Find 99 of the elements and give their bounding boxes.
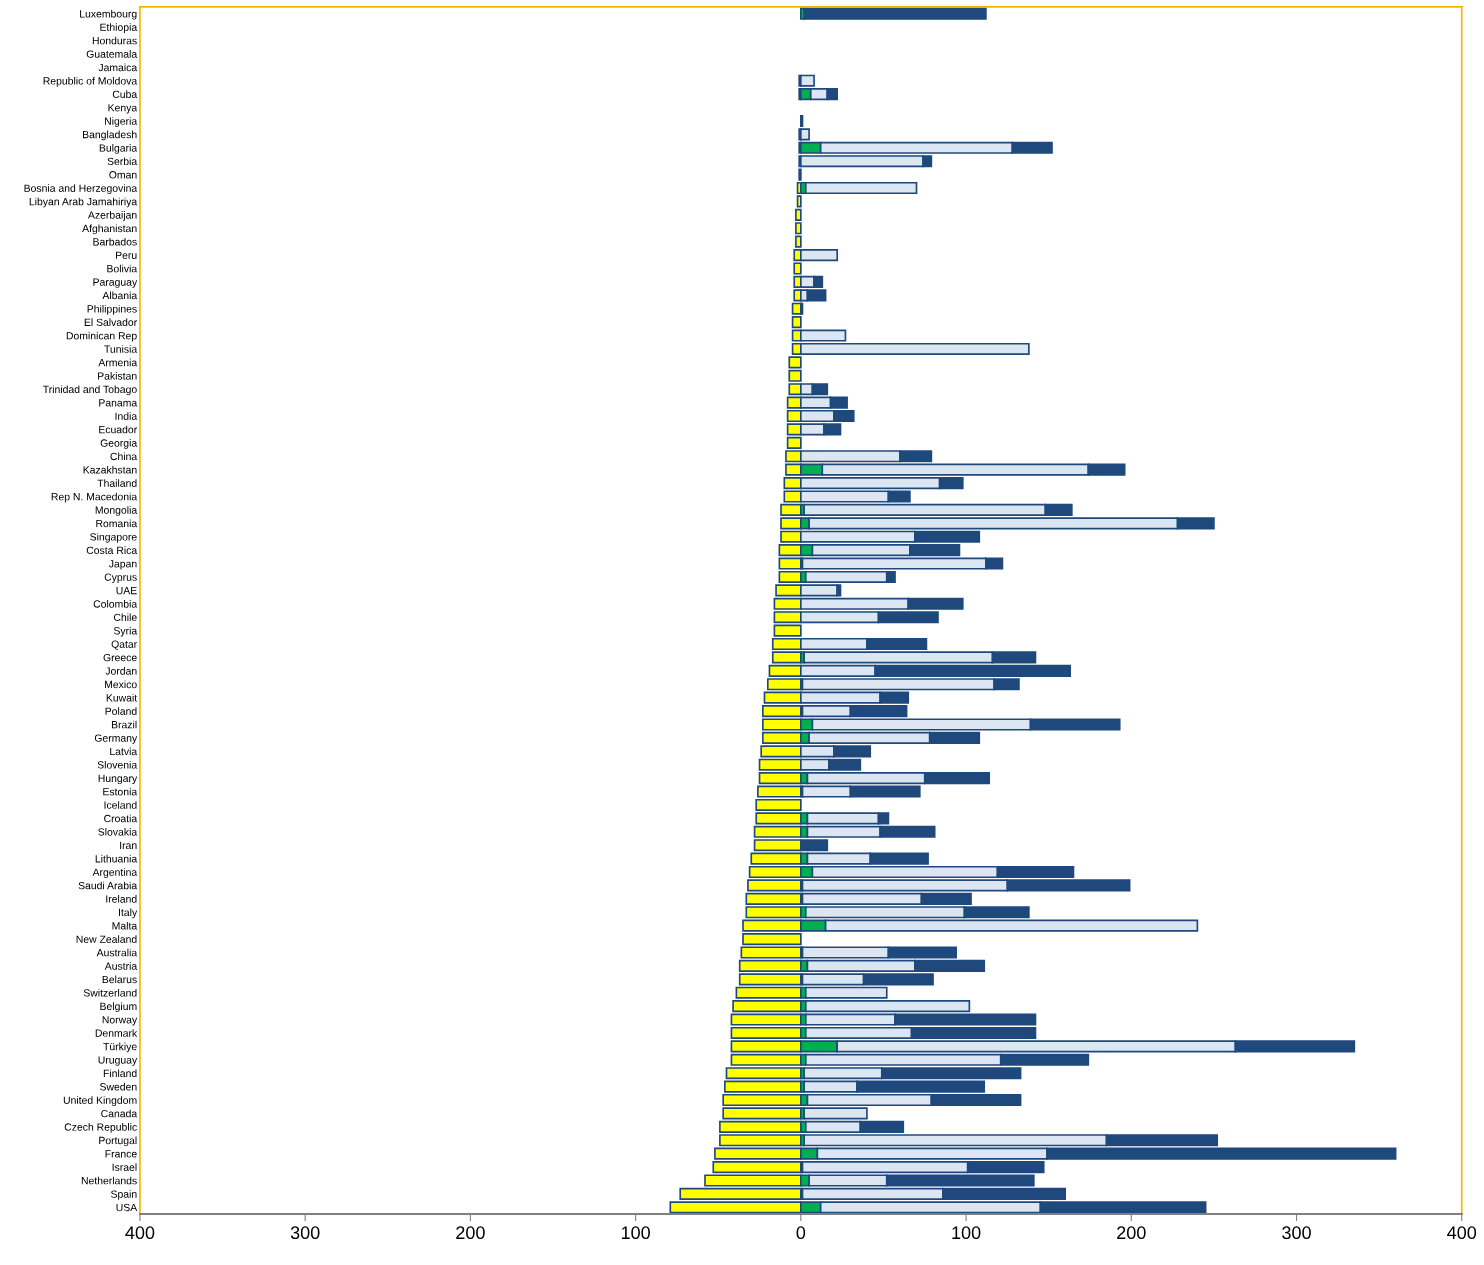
y-tick-label: Croatia bbox=[104, 814, 138, 823]
y-tick-label: Colombia bbox=[93, 600, 138, 608]
y-tick-label: UAE bbox=[116, 586, 137, 595]
y-tick-label: Guatemala bbox=[86, 50, 138, 58]
y-tick-label: Costa Rica bbox=[86, 546, 138, 555]
y-tick-label: Kazakhstan bbox=[83, 465, 137, 474]
y-tick-label: Thailand bbox=[97, 479, 137, 487]
y-tick-label: Hungary bbox=[98, 774, 138, 785]
y-tick-label: Kenya bbox=[108, 104, 138, 114]
y-tick-label: Iceland bbox=[104, 801, 137, 809]
y-tick-label: Bosnia and Herzegovina bbox=[24, 184, 138, 194]
y-tick-label: Iran bbox=[120, 841, 137, 850]
y-tick-label: Slovenia bbox=[97, 760, 138, 769]
y-tick-label: China bbox=[110, 452, 138, 461]
y-tick-label: Latvia bbox=[110, 747, 138, 756]
y-tick-label: Singapore bbox=[90, 532, 137, 543]
y-tick-label: Cyprus bbox=[104, 573, 137, 583]
y-tick-label: Bolivia bbox=[107, 264, 138, 273]
y-tick-label: Greece bbox=[103, 653, 137, 662]
y-tick-label: Norway bbox=[102, 1016, 138, 1026]
y-tick-label: Rep N. Macedonia bbox=[51, 492, 138, 503]
y-tick-label: Saudi Arabia bbox=[78, 881, 138, 890]
y-tick-label: Belgium bbox=[100, 1002, 137, 1013]
y-tick-label: El Salvador bbox=[84, 318, 137, 327]
y-tick-label: Finland bbox=[103, 1069, 137, 1078]
y-tick-label: USA bbox=[116, 1203, 138, 1212]
y-tick-label: Oman bbox=[109, 171, 137, 179]
y-tick-label: Argentina bbox=[92, 868, 138, 878]
x-tick-label: 200 bbox=[456, 1226, 485, 1240]
y-tick-label: Lithuania bbox=[95, 854, 138, 863]
y-tick-label: France bbox=[105, 1150, 137, 1158]
y-tick-label: Peru bbox=[116, 251, 137, 259]
y-tick-label: Uruguay bbox=[98, 1056, 138, 1066]
y-tick-label: Qatar bbox=[111, 640, 137, 650]
y-tick-label: Ireland bbox=[106, 895, 137, 903]
y-tick-label: Albania bbox=[102, 291, 138, 300]
y-tick-label: Nigeria bbox=[105, 117, 138, 127]
x-tick-label: 300 bbox=[290, 1226, 320, 1240]
y-tick-label: Czech Republic bbox=[64, 1123, 137, 1133]
y-tick-label: Honduras bbox=[92, 36, 137, 45]
y-tick-label: Kuwait bbox=[106, 693, 138, 702]
y-tick-label: Mongolia bbox=[95, 506, 138, 516]
y-tick-label: Trinidad and Tobago bbox=[43, 385, 137, 396]
y-tick-label: Armenia bbox=[98, 358, 138, 367]
y-tick-label: Bangladesh bbox=[83, 130, 137, 141]
y-tick-label: Jordan bbox=[105, 667, 137, 675]
y-tick-label: Libyan Arab Jamahiriya bbox=[29, 197, 138, 208]
y-tick-label: Denmark bbox=[95, 1029, 138, 1037]
y-tick-label: Portugal bbox=[99, 1136, 137, 1147]
y-tick-label: Dominican Rep bbox=[66, 331, 137, 342]
y-tick-label: India bbox=[115, 412, 138, 420]
y-tick-label: Belarus bbox=[102, 975, 137, 984]
y-tick-label: Brazil bbox=[111, 720, 137, 729]
y-tick-label: United Kingdom bbox=[63, 1096, 137, 1106]
y-tick-label: Spain bbox=[111, 1190, 137, 1200]
y-tick-label: Paraguay bbox=[93, 278, 138, 288]
y-tick-label: Philippines bbox=[87, 304, 137, 315]
x-tick-label: 100 bbox=[952, 1226, 981, 1240]
y-tick-label: Poland bbox=[105, 707, 137, 715]
y-tick-label: Austria bbox=[104, 962, 138, 970]
y-tick-label: Ecuador bbox=[99, 425, 137, 434]
y-tick-label: Italy bbox=[119, 908, 138, 919]
y-tick-label: Romania bbox=[96, 519, 138, 528]
y-tick-label: Israel bbox=[112, 1163, 137, 1171]
x-tick-label: 200 bbox=[1117, 1226, 1146, 1240]
y-tick-label: Netherlands bbox=[81, 1176, 137, 1185]
y-tick-label: Tunisia bbox=[104, 345, 138, 353]
x-tick-label: 0 bbox=[796, 1226, 806, 1240]
y-tick-label: Cuba bbox=[112, 90, 138, 99]
y-tick-label: Estonia bbox=[103, 787, 138, 796]
y-tick-label: Jamaica bbox=[98, 63, 138, 72]
y-tick-label: Canada bbox=[101, 1109, 138, 1118]
y-tick-label: Sweden bbox=[100, 1082, 137, 1091]
y-tick-label: Germany bbox=[94, 734, 138, 744]
y-tick-label: Serbia bbox=[107, 157, 138, 166]
y-tick-label: Bulgaria bbox=[99, 144, 138, 154]
y-tick-label: Syria bbox=[113, 626, 138, 637]
y-tick-label: Afghanistan bbox=[82, 224, 137, 235]
y-tick-label: Malta bbox=[112, 921, 138, 930]
x-tick-label: 100 bbox=[621, 1226, 650, 1240]
y-tick-label: Slovakia bbox=[98, 828, 138, 836]
y-tick-label: New Zealand bbox=[76, 935, 137, 943]
y-tick-label: Chile bbox=[113, 613, 137, 622]
y-tick-label: Mexico bbox=[105, 680, 137, 689]
y-tick-label: Australia bbox=[96, 948, 138, 957]
y-tick-label: Barbados bbox=[93, 237, 137, 246]
y-tick-label: Republic of Moldova bbox=[43, 76, 138, 87]
y-tick-label: Pakistan bbox=[98, 372, 137, 380]
y-tick-label: Türkiye bbox=[103, 1042, 137, 1053]
x-tick-label: 400 bbox=[1447, 1226, 1477, 1240]
y-tick-label: Ethiopia bbox=[100, 23, 138, 34]
y-tick-label: Japan bbox=[108, 560, 137, 570]
x-tick-label: 300 bbox=[1282, 1226, 1311, 1240]
y-tick-label: Georgia bbox=[100, 439, 138, 449]
x-tick-label: 400 bbox=[125, 1226, 155, 1240]
y-tick-label: Luxembourg bbox=[80, 9, 137, 20]
y-tick-label: Switzerland bbox=[83, 988, 137, 997]
y-tick-label: Panama bbox=[99, 399, 138, 407]
y-tick-label: Azerbaijan bbox=[87, 211, 137, 221]
